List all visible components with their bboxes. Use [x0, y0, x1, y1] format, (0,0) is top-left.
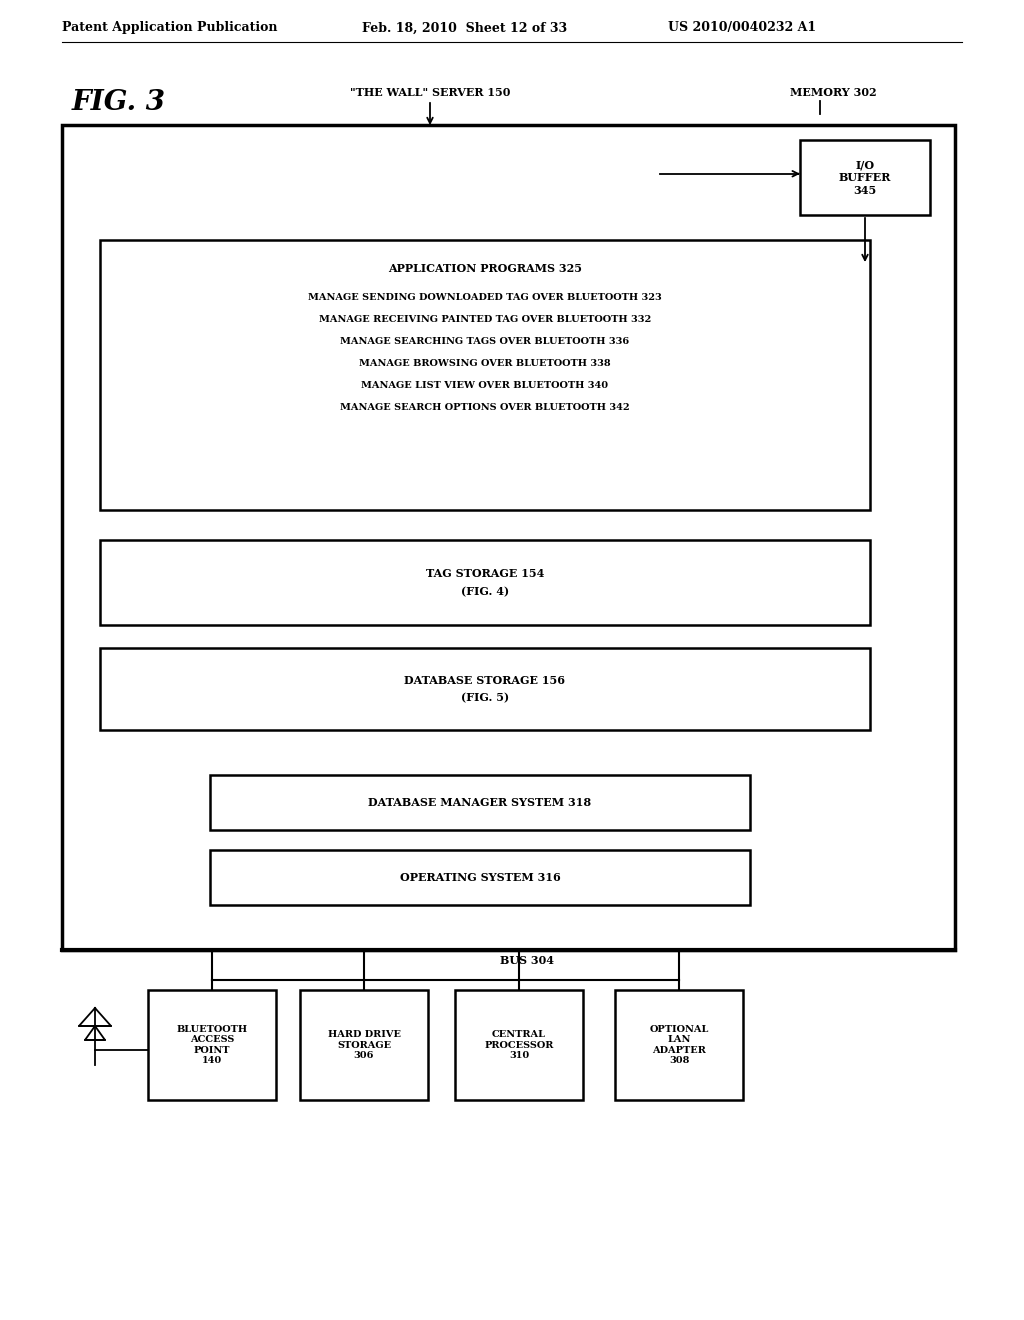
- Text: BLUETOOTH
ACCESS
POINT
140: BLUETOOTH ACCESS POINT 140: [176, 1024, 248, 1065]
- Bar: [800, 140, 930, 215]
- Bar: [300, 990, 428, 1100]
- Text: OPERATING SYSTEM 316: OPERATING SYSTEM 316: [399, 873, 560, 883]
- Text: I/O
BUFFER
345: I/O BUFFER 345: [839, 160, 891, 195]
- Bar: [100, 240, 870, 510]
- Text: TAG STORAGE 154: TAG STORAGE 154: [426, 568, 544, 579]
- Text: MANAGE SEARCH OPTIONS OVER BLUETOOTH 342: MANAGE SEARCH OPTIONS OVER BLUETOOTH 342: [340, 404, 630, 412]
- Text: HARD DRIVE
STORAGE
306: HARD DRIVE STORAGE 306: [328, 1030, 400, 1060]
- Text: DATABASE STORAGE 156: DATABASE STORAGE 156: [404, 675, 565, 685]
- Text: (FIG. 4): (FIG. 4): [461, 586, 509, 597]
- Text: DATABASE MANAGER SYSTEM 318: DATABASE MANAGER SYSTEM 318: [369, 797, 592, 808]
- Bar: [210, 775, 750, 830]
- Text: FIG. 3: FIG. 3: [72, 88, 166, 116]
- Bar: [210, 850, 750, 906]
- Text: "THE WALL" SERVER 150: "THE WALL" SERVER 150: [350, 87, 510, 98]
- Text: OPTIONAL
LAN
ADAPTER
308: OPTIONAL LAN ADAPTER 308: [649, 1024, 709, 1065]
- Bar: [100, 540, 870, 624]
- Text: CENTRAL
PROCESSOR
310: CENTRAL PROCESSOR 310: [484, 1030, 554, 1060]
- Text: MANAGE SENDING DOWNLOADED TAG OVER BLUETOOTH 323: MANAGE SENDING DOWNLOADED TAG OVER BLUET…: [308, 293, 662, 302]
- Text: MEMORY 302: MEMORY 302: [790, 87, 877, 98]
- Text: MANAGE LIST VIEW OVER BLUETOOTH 340: MANAGE LIST VIEW OVER BLUETOOTH 340: [361, 381, 608, 391]
- Text: MANAGE SEARCHING TAGS OVER BLUETOOTH 336: MANAGE SEARCHING TAGS OVER BLUETOOTH 336: [340, 338, 630, 346]
- Bar: [148, 990, 276, 1100]
- Bar: [455, 990, 583, 1100]
- Bar: [62, 125, 955, 950]
- Text: Patent Application Publication: Patent Application Publication: [62, 21, 278, 34]
- Text: US 2010/0040232 A1: US 2010/0040232 A1: [668, 21, 816, 34]
- Text: Feb. 18, 2010  Sheet 12 of 33: Feb. 18, 2010 Sheet 12 of 33: [362, 21, 567, 34]
- Text: MANAGE BROWSING OVER BLUETOOTH 338: MANAGE BROWSING OVER BLUETOOTH 338: [359, 359, 610, 368]
- Bar: [100, 648, 870, 730]
- Bar: [615, 990, 743, 1100]
- Text: MANAGE RECEIVING PAINTED TAG OVER BLUETOOTH 332: MANAGE RECEIVING PAINTED TAG OVER BLUETO…: [318, 315, 651, 325]
- Text: (FIG. 5): (FIG. 5): [461, 693, 509, 704]
- Text: BUS 304: BUS 304: [500, 954, 554, 965]
- Text: APPLICATION PROGRAMS 325: APPLICATION PROGRAMS 325: [388, 263, 582, 273]
